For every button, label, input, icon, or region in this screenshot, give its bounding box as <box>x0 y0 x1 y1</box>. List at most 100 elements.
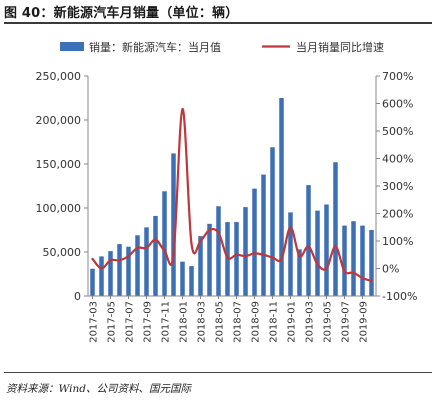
bar <box>288 212 293 296</box>
bar <box>189 266 194 296</box>
line-point <box>325 267 328 270</box>
line-point <box>91 257 94 260</box>
x-tick-label: 2017-11 <box>161 301 172 343</box>
x-tick-label: 2018-07 <box>233 301 244 343</box>
x-tick-label: 2019-03 <box>305 301 316 343</box>
line-point <box>154 238 157 241</box>
line-point <box>226 256 229 259</box>
bar <box>270 147 275 296</box>
bar <box>126 246 131 296</box>
line-point <box>127 255 130 258</box>
left-tick-label: 150,000 <box>36 158 82 171</box>
line-point <box>190 242 193 245</box>
line-point <box>316 263 319 266</box>
bar <box>279 98 284 296</box>
line-point <box>334 245 337 248</box>
bar <box>144 227 149 296</box>
legend: 销量：新能源汽车：当月值 当月销量同比增速 <box>60 40 384 54</box>
line-point <box>208 228 211 232</box>
x-tick-label: 2019-01 <box>287 301 298 343</box>
left-tick-label: 50,000 <box>43 246 82 259</box>
right-axis: -100% 0% 100% 200% 300% 400% 500% 600% 700% <box>376 70 417 303</box>
line-point <box>289 226 292 229</box>
figure-title: 图 40：新能源汽车月销量（单位：辆） <box>4 6 239 21</box>
x-tick-label: 2017-05 <box>107 301 118 343</box>
line-point <box>280 257 283 260</box>
bar <box>117 244 122 296</box>
line-point <box>244 255 247 258</box>
x-tick-label: 2019-05 <box>323 301 334 343</box>
bar <box>306 185 311 296</box>
right-tick-label: 400% <box>382 153 413 166</box>
x-tick-label: 2019-09 <box>359 301 370 343</box>
x-tick-label: 2018-11 <box>269 301 280 343</box>
right-tick-label: 700% <box>382 70 413 83</box>
bar <box>360 225 365 296</box>
left-tick-label: 200,000 <box>36 114 82 127</box>
bar <box>198 236 203 296</box>
bar <box>216 206 221 296</box>
right-tick-label: -100% <box>382 290 417 303</box>
bar-series <box>90 98 374 296</box>
source-note: 资料来源：Wind、公司资料、国元国际 <box>6 383 191 395</box>
axes <box>87 76 377 297</box>
left-tick-label: 250,000 <box>36 70 82 83</box>
bar <box>207 223 212 296</box>
bar <box>180 261 185 296</box>
x-tick-label: 2019-07 <box>341 301 352 343</box>
growth-line <box>91 107 372 282</box>
x-tick-label: 2018-01 <box>179 301 190 343</box>
legend-bar-swatch <box>60 42 84 51</box>
x-tick-label: 2018-03 <box>197 301 208 343</box>
bar <box>225 222 230 296</box>
line-point <box>361 277 364 280</box>
x-tick-label: 2017-07 <box>125 301 136 343</box>
bar <box>135 235 140 296</box>
right-tick-label: 100% <box>382 235 413 248</box>
bar <box>351 221 356 296</box>
title-divider <box>4 22 432 24</box>
bar <box>90 268 95 296</box>
chart: 销量：新能源汽车：当月值 当月销量同比增速 0 50,000 100,000 150,… <box>36 40 418 343</box>
line-series <box>91 107 373 282</box>
bar <box>162 191 167 296</box>
line-point <box>145 246 148 249</box>
line-point <box>262 253 265 256</box>
line-point <box>271 256 274 259</box>
bar <box>324 204 329 296</box>
right-tick-label: 200% <box>382 208 413 221</box>
line-point <box>118 259 121 262</box>
right-tick-label: 500% <box>382 125 413 138</box>
bar <box>252 188 257 296</box>
line-point <box>370 279 373 282</box>
bar <box>297 249 302 296</box>
line-point <box>253 252 256 255</box>
left-tick-label: 0 <box>74 290 81 303</box>
line-point <box>343 270 346 273</box>
line-point <box>136 246 139 249</box>
left-tick-label: 100,000 <box>36 202 82 215</box>
bar <box>261 174 266 296</box>
x-tick-label: 2017-03 <box>89 301 100 343</box>
bar <box>108 251 113 296</box>
x-tick-label: 2018-09 <box>251 301 262 343</box>
line-point <box>235 253 238 256</box>
line-point <box>307 245 310 248</box>
line-point <box>172 253 175 256</box>
legend-bar-label: 销量：新能源汽车：当月值 <box>89 40 221 54</box>
right-tick-label: 0% <box>382 263 399 276</box>
bar <box>315 210 320 296</box>
footer-divider <box>4 372 432 373</box>
bar <box>153 215 158 296</box>
right-tick-label: 300% <box>382 180 413 193</box>
x-axis: 2017-03 2017-05 2017-07 2017-09 2017-11 2018-… <box>89 296 370 343</box>
bar <box>234 222 239 296</box>
line-point <box>100 267 103 270</box>
bar <box>333 162 338 296</box>
line-point <box>217 231 220 234</box>
bar <box>243 207 248 296</box>
x-tick-label: 2017-09 <box>143 301 154 343</box>
left-axis: 0 50,000 100,000 150,000 200,000 250,000 <box>36 70 88 303</box>
line-point <box>298 255 301 258</box>
line-point <box>199 239 202 243</box>
